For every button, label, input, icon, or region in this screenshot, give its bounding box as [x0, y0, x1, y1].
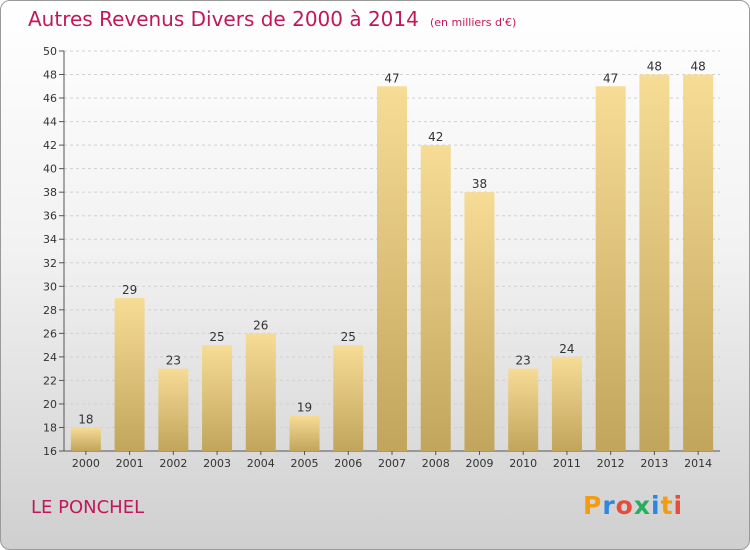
data-label: 47 — [603, 71, 618, 85]
x-tick-label: 2008 — [422, 457, 450, 470]
data-label: 24 — [559, 342, 574, 356]
bar — [420, 145, 451, 451]
y-tick-label: 42 — [43, 139, 57, 152]
y-tick-label: 16 — [43, 445, 57, 458]
bar — [595, 86, 626, 451]
bar — [551, 356, 582, 451]
data-label: 19 — [297, 401, 312, 415]
x-tick-label: 2004 — [247, 457, 275, 470]
logo-letter: P — [583, 491, 603, 520]
logo-letter: x — [633, 491, 651, 520]
bar — [683, 74, 714, 451]
bar — [377, 86, 407, 451]
y-tick-label: 48 — [43, 69, 57, 82]
y-tick-label: 44 — [43, 116, 57, 129]
logo-letter: i — [651, 491, 661, 520]
logo-letter: t — [660, 491, 674, 520]
chart-title-text: Autres Revenus Divers de 2000 à 2014 — [28, 7, 419, 31]
x-tick-label: 2005 — [291, 457, 319, 470]
x-tick-label: 2006 — [334, 457, 362, 470]
y-tick-label: 40 — [43, 163, 57, 176]
bar — [114, 298, 145, 451]
data-label: 48 — [647, 60, 662, 74]
data-label: 29 — [122, 283, 137, 297]
y-tick-label: 26 — [43, 327, 57, 340]
bar — [639, 74, 670, 451]
y-tick-label: 22 — [43, 374, 57, 387]
bar — [245, 333, 276, 451]
logo-letter: o — [615, 491, 634, 520]
logo-letter: i — [673, 491, 684, 520]
chart-title: Autres Revenus Divers de 2000 à 2014 (en… — [28, 7, 516, 31]
data-label: 42 — [428, 130, 443, 144]
bar — [464, 192, 495, 452]
data-label: 47 — [384, 71, 399, 85]
x-tick-label: 2013 — [640, 457, 668, 470]
bar — [202, 345, 233, 451]
y-tick-label: 18 — [43, 421, 57, 434]
data-label: 25 — [341, 330, 356, 344]
x-tick-label: 2007 — [378, 457, 406, 470]
y-tick-label: 50 — [43, 45, 57, 58]
y-tick-label: 46 — [43, 92, 57, 105]
data-label: 18 — [78, 412, 93, 426]
bar — [158, 368, 189, 451]
y-tick-label: 24 — [43, 351, 57, 364]
y-tick-label: 34 — [43, 233, 57, 246]
commune-name: LE PONCHEL — [31, 497, 145, 518]
x-tick-label: 2014 — [684, 457, 712, 470]
bar — [333, 345, 364, 451]
data-label: 48 — [690, 60, 705, 74]
x-tick-label: 2001 — [116, 457, 144, 470]
data-label: 23 — [516, 354, 531, 368]
chart-unit-label: (en milliers d'€) — [429, 16, 517, 29]
x-tick-label: 2012 — [597, 457, 625, 470]
y-tick-label: 32 — [43, 257, 57, 270]
data-label: 25 — [209, 330, 224, 344]
x-tick-label: 2011 — [553, 457, 581, 470]
x-tick-label: 2009 — [465, 457, 493, 470]
y-tick-label: 30 — [43, 280, 57, 293]
y-tick-label: 20 — [43, 398, 57, 411]
bar — [289, 415, 320, 451]
data-label: 23 — [166, 354, 181, 368]
x-tick-label: 2000 — [72, 457, 100, 470]
bar — [508, 368, 539, 451]
data-label: 26 — [253, 318, 268, 332]
y-tick-label: 36 — [43, 210, 57, 223]
y-tick-label: 38 — [43, 186, 57, 199]
x-tick-label: 2010 — [509, 457, 537, 470]
bar — [70, 427, 101, 451]
data-label: 38 — [472, 177, 487, 191]
x-tick-label: 2002 — [159, 457, 187, 470]
proxiti-logo[interactable]: Proxiti — [583, 491, 683, 520]
y-tick-label: 28 — [43, 304, 57, 317]
logo-letter: r — [602, 491, 616, 520]
x-tick-label: 2003 — [203, 457, 231, 470]
